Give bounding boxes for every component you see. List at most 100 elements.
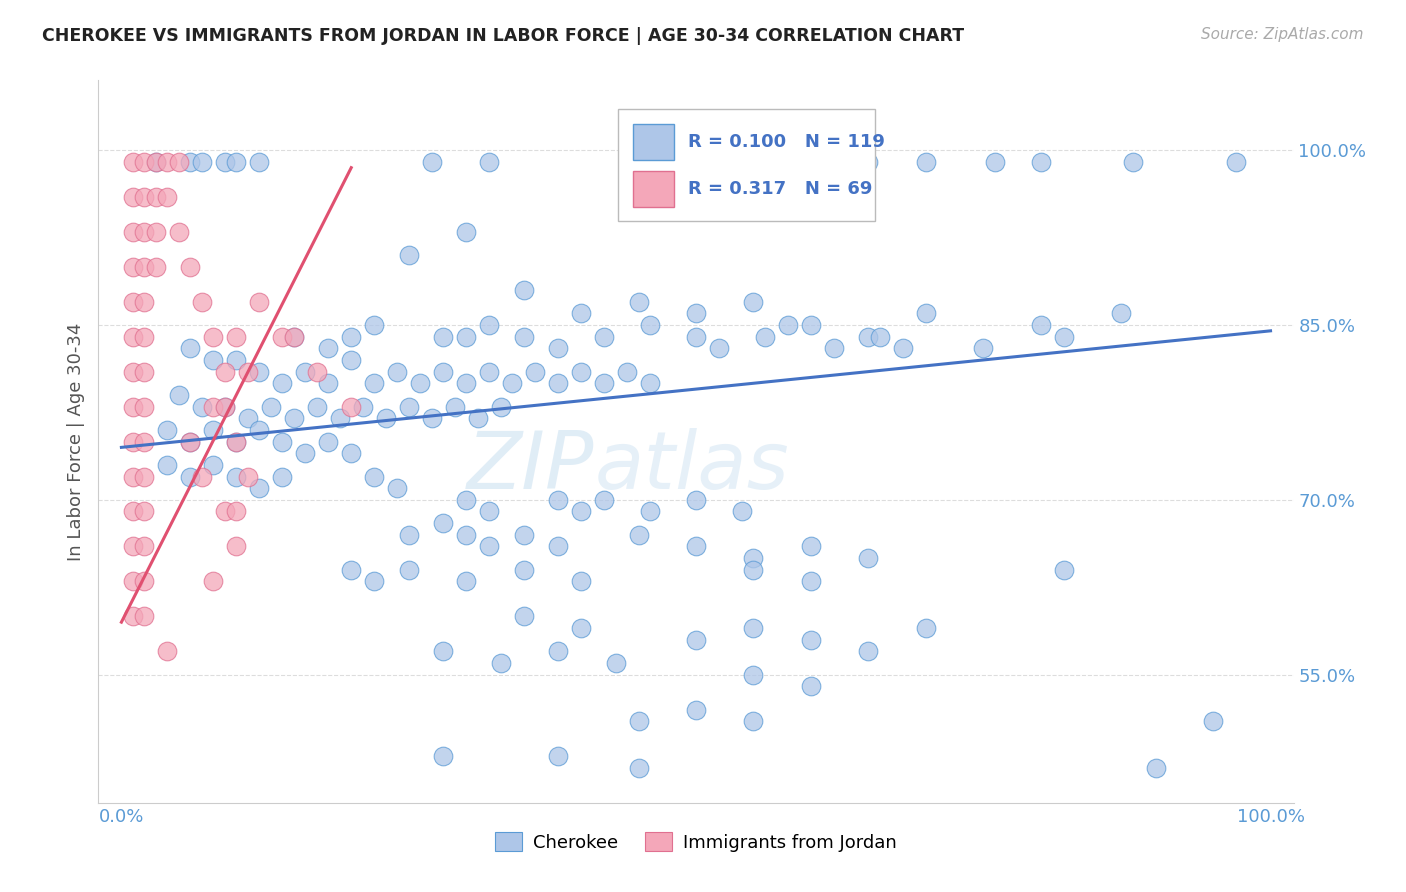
Point	[122, 225, 145, 239]
Point	[340, 446, 363, 460]
Point	[800, 574, 823, 589]
Point	[374, 411, 396, 425]
Point	[685, 540, 707, 554]
Point	[914, 306, 936, 320]
Point	[972, 341, 994, 355]
Point	[742, 551, 765, 566]
Point	[134, 504, 156, 518]
Point	[179, 260, 201, 274]
Point	[569, 621, 592, 635]
Point	[385, 365, 409, 379]
Point	[156, 154, 179, 169]
Point	[134, 469, 156, 483]
Point	[340, 400, 363, 414]
Point	[569, 306, 592, 320]
Point	[122, 329, 145, 343]
Point	[260, 400, 283, 414]
Point	[329, 411, 352, 425]
Point	[271, 434, 294, 449]
Point	[134, 260, 156, 274]
Point	[167, 388, 190, 402]
Point	[363, 574, 385, 589]
Point	[247, 481, 270, 495]
Text: R = 0.100   N = 119: R = 0.100 N = 119	[688, 133, 884, 151]
Point	[316, 341, 339, 355]
Point	[605, 656, 627, 670]
Point	[340, 563, 363, 577]
Point	[122, 469, 145, 483]
Point	[858, 551, 880, 566]
Point	[191, 294, 214, 309]
Point	[456, 329, 478, 343]
Point	[685, 306, 707, 320]
Point	[305, 365, 328, 379]
Point	[134, 574, 156, 589]
Point	[742, 621, 765, 635]
Point	[236, 411, 259, 425]
Point	[156, 458, 179, 472]
Point	[179, 154, 201, 169]
Point	[385, 481, 409, 495]
Point	[823, 341, 845, 355]
Point	[478, 540, 501, 554]
Point	[191, 154, 214, 169]
Point	[156, 190, 179, 204]
Point	[122, 260, 145, 274]
Point	[363, 318, 385, 332]
Point	[134, 540, 156, 554]
Point	[167, 154, 190, 169]
Point	[858, 329, 880, 343]
Point	[202, 400, 225, 414]
Point	[1225, 154, 1247, 169]
Point	[363, 469, 385, 483]
Legend: Cherokee, Immigrants from Jordan: Cherokee, Immigrants from Jordan	[488, 825, 904, 859]
Point	[478, 318, 501, 332]
Y-axis label: In Labor Force | Age 30-34: In Labor Force | Age 30-34	[66, 322, 84, 561]
Point	[593, 492, 616, 507]
Point	[134, 329, 156, 343]
Point	[754, 329, 776, 343]
Point	[271, 376, 294, 391]
Point	[202, 423, 225, 437]
Point	[134, 400, 156, 414]
Point	[593, 329, 616, 343]
Point	[984, 154, 1007, 169]
Point	[547, 376, 569, 391]
Point	[214, 365, 236, 379]
Point	[420, 154, 443, 169]
Point	[236, 469, 259, 483]
Point	[340, 329, 363, 343]
Point	[247, 423, 270, 437]
FancyBboxPatch shape	[633, 124, 675, 160]
Point	[547, 644, 569, 658]
Point	[707, 341, 730, 355]
Point	[225, 504, 247, 518]
Text: atlas: atlas	[595, 428, 789, 506]
Point	[134, 154, 156, 169]
Point	[1122, 154, 1144, 169]
Point	[179, 469, 201, 483]
Point	[432, 365, 454, 379]
Point	[524, 365, 547, 379]
Point	[225, 469, 247, 483]
Point	[742, 714, 765, 729]
Point	[512, 283, 534, 297]
Point	[456, 574, 478, 589]
Point	[501, 376, 523, 391]
Point	[742, 294, 765, 309]
Point	[547, 749, 569, 764]
Point	[569, 365, 592, 379]
Point	[638, 376, 661, 391]
Point	[478, 154, 501, 169]
Point	[432, 516, 454, 530]
Point	[1144, 761, 1167, 775]
Point	[294, 446, 316, 460]
Point	[569, 574, 592, 589]
Point	[858, 644, 880, 658]
Point	[547, 341, 569, 355]
Point	[283, 329, 305, 343]
Point	[512, 329, 534, 343]
Point	[283, 329, 305, 343]
Point	[247, 154, 270, 169]
Point	[638, 318, 661, 332]
